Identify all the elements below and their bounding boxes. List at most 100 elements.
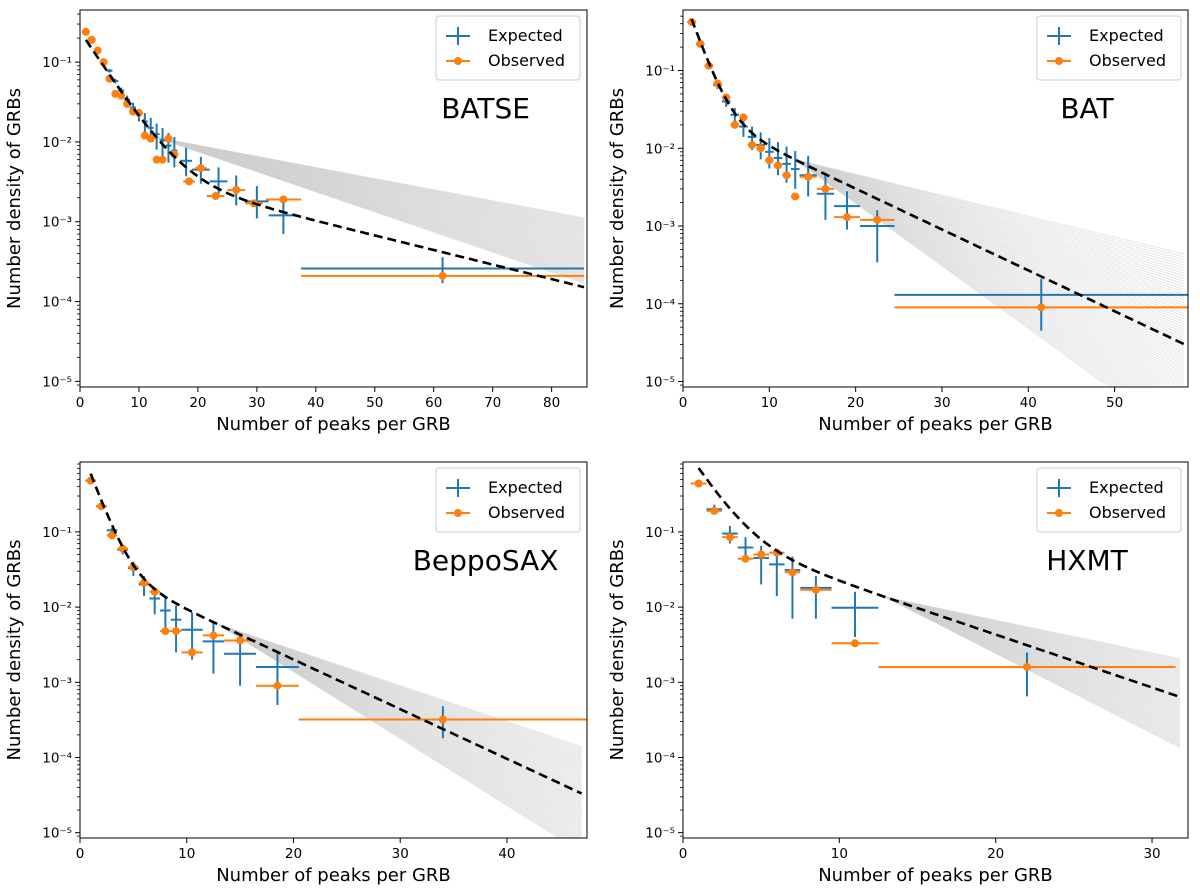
legend-observed-marker [1055,57,1063,65]
panel-batse: 0 10 20 30 40 50 60 70 80 10⁻⁵ 10⁻⁴ 10⁻³ 10⁻² 10⁻¹ Num… [4,9,588,435]
observed-marker [232,185,241,194]
observed-point [753,550,769,559]
observed-marker [185,177,194,186]
observed-point [800,585,832,594]
panel-title: BAT [1060,92,1114,125]
observed-point [739,113,748,122]
observed-marker [146,134,155,143]
posterior-band [156,137,585,284]
panel-bat: 0 10 20 30 40 50 10⁻⁵ 10⁻⁴ 10⁻³ 10⁻² 10⁻¹ Number of… [607,9,1189,435]
observed-point [164,134,173,143]
posterior-curve [794,159,1111,387]
observed-marker [756,144,765,153]
observed-point [158,155,167,164]
observed-point [81,27,90,36]
observed-marker [164,134,173,143]
x-tick-label: 10 [178,846,195,862]
y-tick-label: 10⁻² [645,600,675,616]
plot-area [690,467,1181,749]
model-line [690,18,1185,346]
expected-point [800,575,832,619]
x-tick-label: 40 [1020,395,1037,411]
model-line [89,473,583,795]
observed-point [706,506,723,515]
observed-marker [765,156,774,165]
legend-observed-marker [454,509,462,517]
y-tick-label: 10⁻¹ [42,55,72,71]
expected-point [160,597,171,630]
observed-point [206,192,225,201]
observed-marker [739,113,748,122]
observed-point [183,177,195,186]
observed-marker [694,479,703,488]
observed-marker [438,271,447,280]
x-tick-label: 10 [831,846,848,862]
observed-point [722,533,738,542]
expected-point [834,191,860,230]
observed-point [256,681,299,690]
x-tick-label: 20 [847,395,864,411]
observed-point [149,587,161,596]
axes-frame [79,461,588,839]
model-line [84,39,585,289]
x-tick-label: 0 [679,846,688,862]
x-axis-label: Number of peaks per GRB [216,414,451,435]
y-tick-label: 10⁻³ [645,219,675,235]
legend: Expected Observed [1036,15,1182,81]
legend-observed-marker [454,57,462,65]
observed-marker [188,648,197,657]
observed-point [227,185,246,194]
expected-point [784,556,801,619]
panel-title: BeppoSAX [413,544,559,577]
x-tick-label: 70 [484,395,501,411]
x-tick-label: 40 [307,395,324,411]
observed-point [146,134,155,143]
observed-marker [87,35,96,44]
observed-marker [209,631,218,640]
observed-point [765,156,774,165]
x-tick-label: 30 [933,395,950,411]
y-tick-label: 10⁻³ [42,675,72,691]
y-tick-label: 10⁻² [42,135,72,151]
observed-marker [730,120,739,129]
expected-point [773,142,783,176]
plot-area [85,473,587,838]
observed-point [747,141,757,150]
x-tick-label: 0 [76,846,85,862]
observed-marker [748,141,757,150]
observed-marker [150,587,159,596]
observed-marker [873,215,882,224]
posterior-band [886,596,1181,749]
posterior-curve [156,137,585,284]
expected-point [180,147,193,177]
observed-marker [152,155,161,164]
plot-area [687,18,1188,387]
legend-observed-label: Observed [1089,51,1166,70]
x-tick-label: 10 [130,395,147,411]
observed-marker [140,578,149,587]
y-axis-label: Number density of GRBs [4,539,25,760]
observed-point [799,172,817,181]
observed-marker [158,155,167,164]
observed-marker [741,554,750,563]
observed-marker [843,213,852,222]
observed-marker [773,161,782,170]
observed-marker [791,192,800,201]
y-tick-label: 10⁻² [42,600,72,616]
axes-frame [682,461,1189,839]
x-tick-label: 10 [761,395,778,411]
y-tick-label: 10⁻⁴ [42,750,72,766]
observed-marker [211,192,220,201]
observed-marker [161,627,170,636]
x-axis-label: Number of peaks per GRB [818,414,1053,435]
observed-marker [438,715,447,724]
observed-point [138,578,150,587]
observed-point [87,35,96,44]
observed-marker [757,550,766,559]
observed-point [894,303,1188,312]
legend-box [1036,467,1182,533]
legend: Expected Observed [435,467,581,533]
legend-observed-label: Observed [488,51,565,70]
y-tick-label: 10⁻⁵ [42,374,72,390]
y-tick-label: 10⁻⁴ [42,295,72,311]
